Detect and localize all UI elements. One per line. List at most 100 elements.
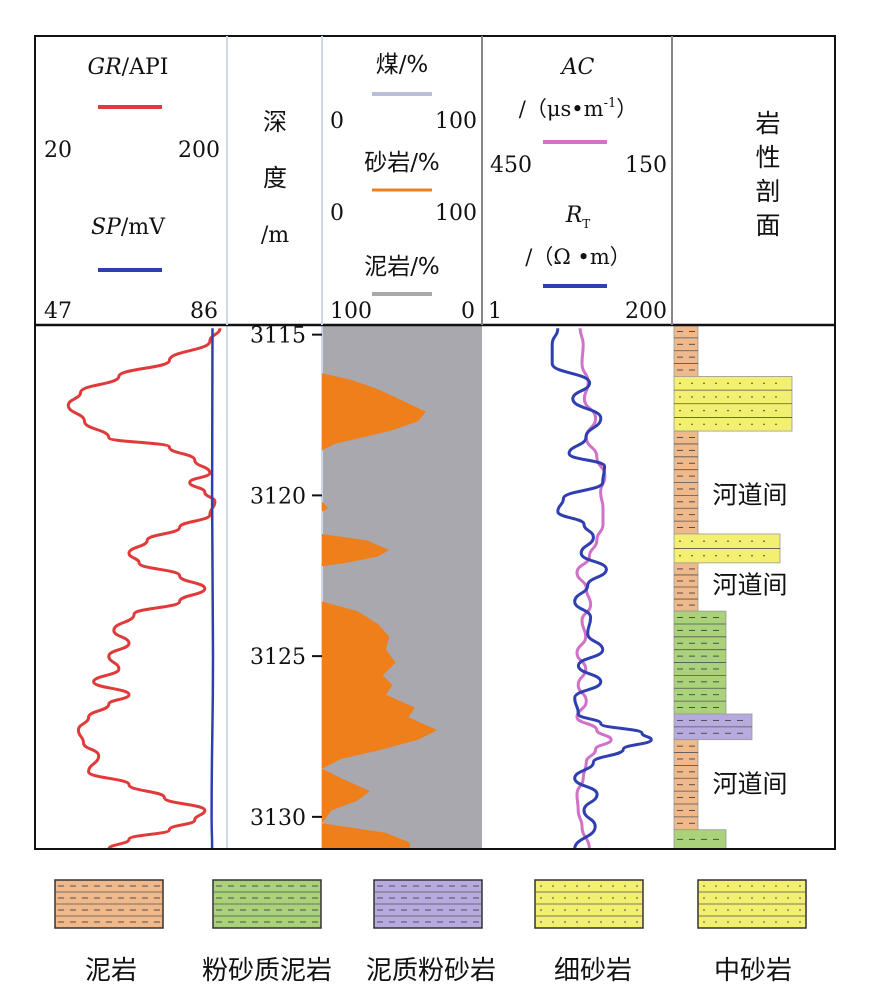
lith-bed-silty_mud bbox=[673, 610, 727, 715]
lith-dot bbox=[739, 921, 741, 923]
lith-dot bbox=[576, 921, 578, 923]
lith-dot bbox=[727, 423, 729, 426]
lith-dot bbox=[552, 885, 554, 887]
lith-dot bbox=[763, 540, 765, 542]
lith-dot bbox=[624, 909, 626, 911]
rt-max: 200 bbox=[625, 299, 667, 324]
lith-dot bbox=[636, 909, 638, 911]
gr-title: GR/API bbox=[88, 55, 169, 80]
legend-swatch-silty_mud bbox=[212, 879, 322, 929]
lith-dot bbox=[679, 409, 681, 412]
lith-dot bbox=[564, 897, 566, 899]
gr-max: 200 bbox=[178, 138, 220, 163]
lith-bed-medium_sand bbox=[673, 376, 793, 432]
lith-dot bbox=[763, 423, 765, 426]
lith-dot bbox=[600, 909, 602, 911]
lith-dot bbox=[727, 396, 729, 398]
lith-dot bbox=[715, 382, 717, 385]
lith-dot bbox=[588, 897, 590, 899]
lith-dot bbox=[564, 921, 566, 923]
lith-dot bbox=[636, 921, 638, 923]
lith-dot bbox=[703, 897, 705, 899]
lith-dot bbox=[679, 396, 681, 398]
lith-dot bbox=[715, 921, 717, 923]
lith-dot bbox=[703, 909, 705, 911]
lith-label-4: 面 bbox=[755, 211, 780, 240]
legend-label-muddy-silt: 泥质粉砂岩 bbox=[365, 956, 496, 986]
lith-bed-mudstone bbox=[673, 562, 699, 612]
legend-swatch-fine_sand bbox=[534, 879, 644, 929]
lith-label-1: 岩 bbox=[755, 109, 780, 138]
lith-dot bbox=[775, 885, 777, 887]
lith-dot bbox=[576, 909, 578, 911]
lith-dot bbox=[679, 554, 681, 557]
lith-dot bbox=[763, 885, 765, 887]
lith-dot bbox=[588, 909, 590, 911]
lith-dot bbox=[739, 396, 741, 398]
legend-swatch-muddy_silt bbox=[373, 879, 483, 929]
lith-dot bbox=[727, 885, 729, 887]
sand-min: 0 bbox=[330, 201, 344, 226]
lith-dot bbox=[691, 382, 693, 385]
lith-dot bbox=[703, 409, 705, 412]
ac-unit: /（μs•m-1） bbox=[519, 96, 637, 121]
lith-dot bbox=[787, 885, 789, 887]
lith-dot bbox=[715, 885, 717, 887]
legend-label-fine-sand: 细砂岩 bbox=[553, 956, 632, 986]
ac-max: 150 bbox=[625, 153, 667, 178]
lith-dot bbox=[727, 540, 729, 542]
lith-dot bbox=[763, 382, 765, 385]
depth-tick-label: 3130 bbox=[250, 806, 306, 831]
coal-title: 煤/% bbox=[376, 52, 429, 78]
lith-dot bbox=[751, 921, 753, 923]
lith-dot bbox=[715, 396, 717, 398]
lith-dot bbox=[600, 897, 602, 899]
sp-title: SP/mV bbox=[91, 215, 166, 240]
lith-dot bbox=[727, 909, 729, 911]
lith-dot bbox=[703, 540, 705, 542]
coal-max: 100 bbox=[435, 109, 477, 134]
lith-dot bbox=[751, 909, 753, 911]
lith-dot bbox=[763, 909, 765, 911]
lith-dot bbox=[763, 409, 765, 412]
ac-curve bbox=[575, 328, 613, 850]
lith-dot bbox=[727, 897, 729, 899]
lith-dot bbox=[751, 554, 753, 557]
lith-dot bbox=[564, 885, 566, 887]
lith-dot bbox=[588, 921, 590, 923]
lith-dot bbox=[739, 885, 741, 887]
lith-dot bbox=[751, 382, 753, 385]
lith-bed-mudstone bbox=[673, 739, 699, 831]
depth-tick-label: 3125 bbox=[250, 645, 306, 670]
lith-dot bbox=[703, 921, 705, 923]
lith-dot bbox=[540, 909, 542, 911]
gr-curve bbox=[66, 327, 222, 850]
lith-annotation: 河道间 bbox=[712, 570, 787, 599]
lith-dot bbox=[612, 897, 614, 899]
lith-dot bbox=[715, 897, 717, 899]
lith-dot bbox=[691, 396, 693, 398]
ac-min: 450 bbox=[490, 153, 532, 178]
lith-dot bbox=[739, 909, 741, 911]
lith-dot bbox=[588, 885, 590, 887]
rt-min: 1 bbox=[488, 299, 502, 324]
lith-dot bbox=[775, 396, 777, 398]
sp-curve bbox=[210, 328, 215, 850]
chart-frame bbox=[34, 35, 836, 850]
sp-max: 86 bbox=[190, 299, 218, 324]
lith-dot bbox=[703, 885, 705, 887]
coal-min: 0 bbox=[330, 109, 344, 134]
lith-dot bbox=[624, 897, 626, 899]
lith-dot bbox=[787, 921, 789, 923]
lith-dot bbox=[751, 409, 753, 412]
lith-dot bbox=[739, 897, 741, 899]
lith-dot bbox=[751, 540, 753, 542]
lith-dot bbox=[787, 909, 789, 911]
lith-dot bbox=[715, 409, 717, 412]
lith-dot bbox=[751, 897, 753, 899]
lith-dot bbox=[564, 909, 566, 911]
sand-title: 砂岩/% bbox=[364, 150, 440, 176]
sand-percent-area bbox=[322, 328, 438, 849]
lith-dot bbox=[703, 396, 705, 398]
lith-dot bbox=[727, 921, 729, 923]
